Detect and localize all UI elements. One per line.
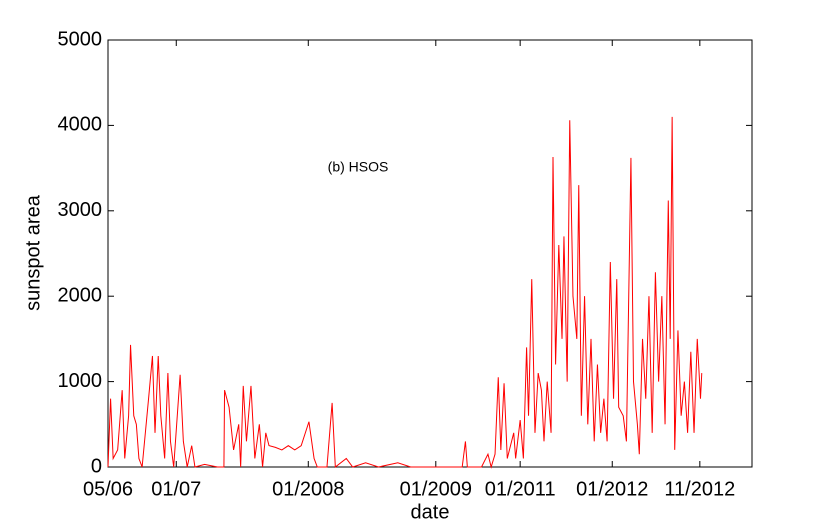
y-tick-label: 3000	[58, 199, 103, 221]
y-tick-label: 5000	[58, 28, 103, 50]
x-tick-label: 01/2012	[576, 478, 648, 500]
x-tick-label: 11/2012	[664, 478, 735, 500]
y-tick-label: 2000	[58, 284, 103, 306]
data-line	[107, 116, 703, 469]
x-tick-label: 01/2008	[272, 478, 344, 500]
y-tick-label: 4000	[58, 114, 103, 136]
x-axis-label: date	[411, 501, 450, 523]
x-tick-label: 01/07	[151, 478, 201, 500]
y-tick-label: 0	[91, 455, 102, 477]
y-axis-label: sunspot area	[22, 194, 44, 311]
x-tick-label: 01/2009	[400, 478, 472, 500]
annotation: (b) HSOS	[328, 159, 389, 175]
x-tick-label: 05/06	[83, 478, 133, 500]
x-tick-label: 01/2011	[485, 478, 556, 500]
y-tick-label: 1000	[58, 370, 103, 392]
plot-frame	[107, 39, 753, 468]
